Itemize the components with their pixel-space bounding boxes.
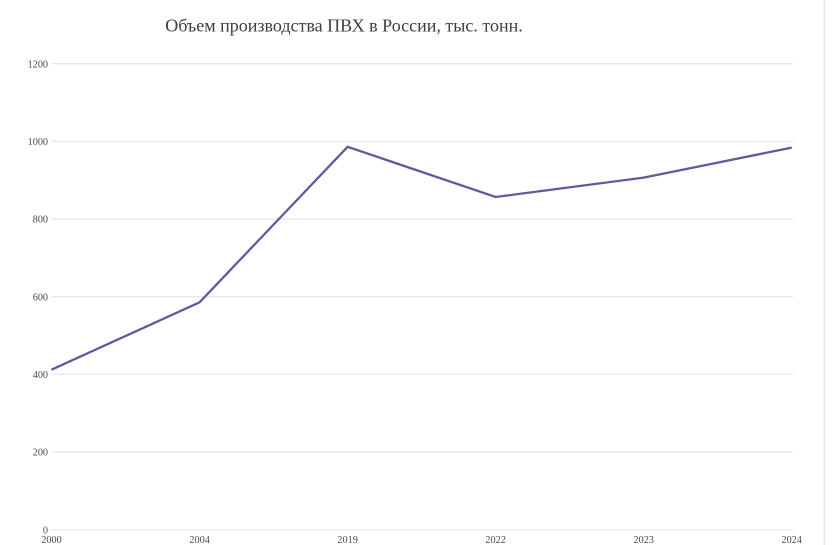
svg-text:2023: 2023 [634, 535, 654, 545]
svg-text:2024: 2024 [782, 535, 802, 545]
svg-text:600: 600 [33, 292, 48, 303]
svg-text:2022: 2022 [485, 535, 505, 545]
svg-text:Объем производства ПВХ в Росси: Объем производства ПВХ в России, тыс. то… [165, 16, 523, 36]
svg-text:1200: 1200 [28, 59, 48, 70]
svg-text:2004: 2004 [189, 535, 209, 545]
svg-text:1000: 1000 [28, 137, 48, 148]
svg-text:2000: 2000 [41, 535, 61, 545]
svg-text:800: 800 [33, 215, 48, 226]
svg-text:400: 400 [33, 370, 48, 381]
svg-text:2019: 2019 [337, 535, 357, 545]
svg-text:0: 0 [43, 525, 48, 536]
svg-text:200: 200 [33, 448, 48, 459]
